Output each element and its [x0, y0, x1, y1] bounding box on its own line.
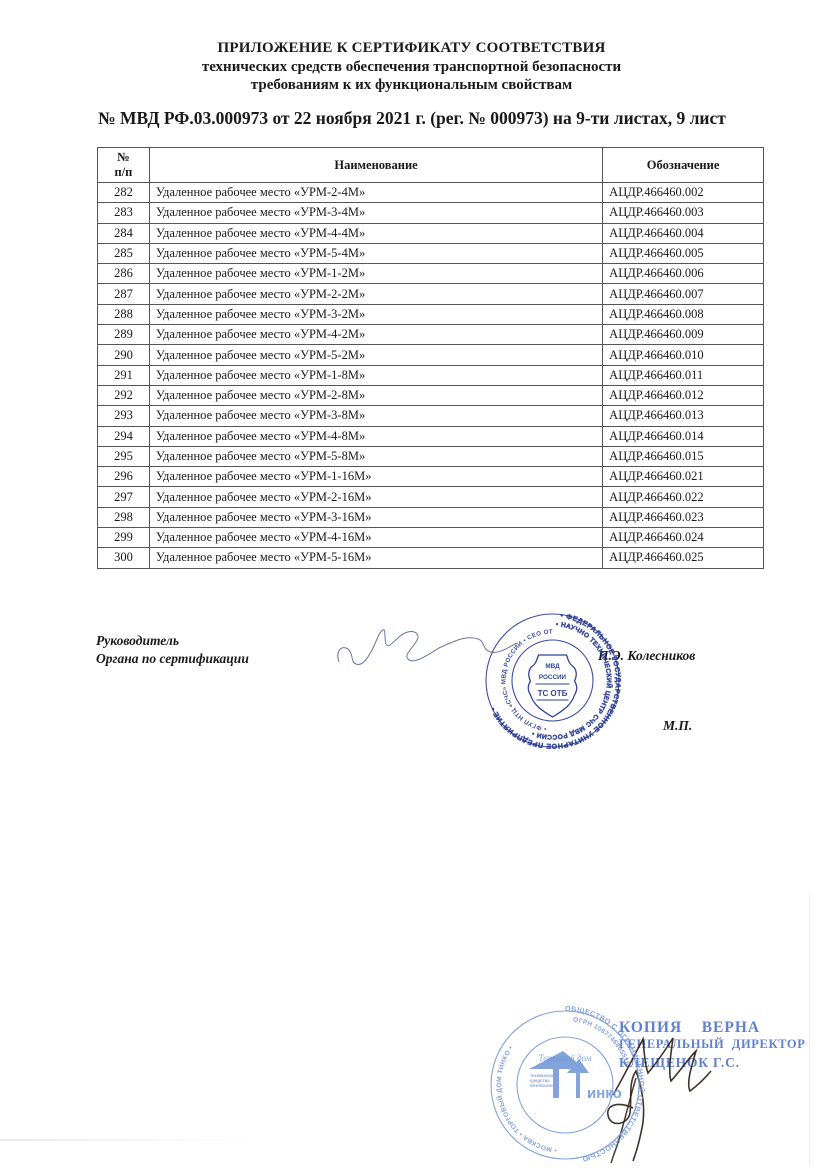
svg-text:РОССИИ: РОССИИ	[539, 674, 567, 681]
svg-text:безопасности: безопасности	[530, 1083, 560, 1088]
svg-text:ТС ОТБ: ТС ОТБ	[538, 689, 568, 698]
svg-text:МВД: МВД	[545, 663, 560, 670]
svg-text:инко: инко	[587, 1085, 622, 1102]
svg-text:• ФГУП НТЦ «СЧС» МВД РОССИИ •: • ФГУП НТЦ «СЧС» МВД РОССИИ • СЕО ОТБ •	[478, 603, 553, 732]
